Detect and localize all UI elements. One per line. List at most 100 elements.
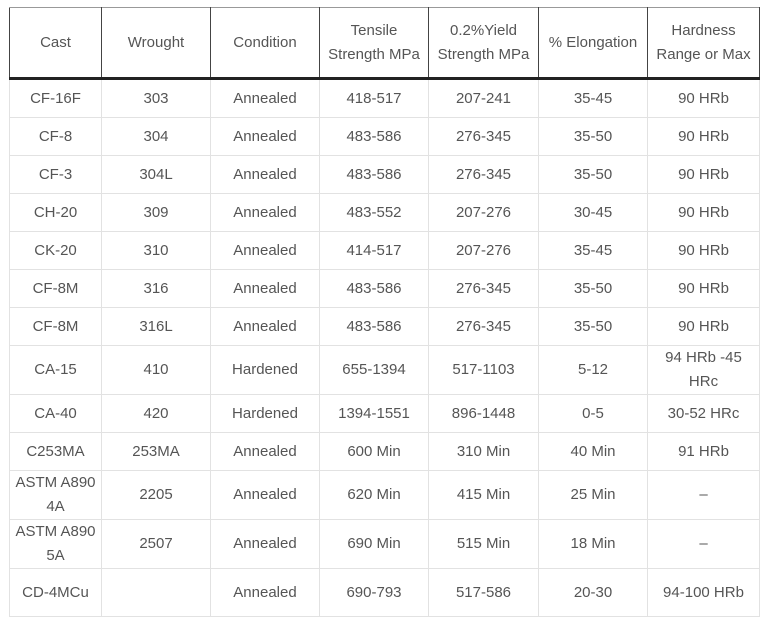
cell-yield-strength: 276-345 xyxy=(428,155,539,194)
cell-condition: Annealed xyxy=(210,432,320,471)
cell-hardness: 90 HRb xyxy=(647,155,760,194)
cell-hardness: 30-52 HRc xyxy=(647,394,760,433)
table-row: CF-3 304L Annealed 483-586 276-345 35-50 90 HR… xyxy=(9,155,760,194)
table-row: CF-16F 303 Annealed 418-517 207-241 35-45 90 H… xyxy=(9,78,760,118)
table-row: CH-20 309 Annealed 483-552 207-276 30-45 90 HR… xyxy=(9,193,760,232)
cell-condition: Annealed xyxy=(210,470,320,520)
table-header: Cast Wrought Condition Tensile Strength MPa… xyxy=(9,7,760,80)
cell-cast: CF-8M xyxy=(9,307,102,346)
cell-condition: Hardened xyxy=(210,394,320,433)
cell-tensile-strength: 690-793 xyxy=(319,568,429,617)
cell-condition: Annealed xyxy=(210,78,320,118)
cell-tensile-strength: 418-517 xyxy=(319,78,429,118)
cell-wrought: 410 xyxy=(101,345,211,395)
table-body: CF-16F 303 Annealed 418-517 207-241 35-45 90 H… xyxy=(9,78,760,617)
column-header-elongation: % Elongation xyxy=(538,7,648,80)
cell-condition: Annealed xyxy=(210,231,320,270)
cell-wrought: 316 xyxy=(101,269,211,308)
table-row: CF-8M 316L Annealed 483-586 276-345 35-50 90 H… xyxy=(9,307,760,346)
cell-hardness: 90 HRb xyxy=(647,117,760,156)
cell-elongation: 35-45 xyxy=(538,231,648,270)
column-header-cast: Cast xyxy=(9,7,102,80)
cell-wrought: 2507 xyxy=(101,519,211,569)
cell-hardness: 94 HRb -45 HRc xyxy=(647,345,760,395)
cell-tensile-strength: 690 Min xyxy=(319,519,429,569)
cell-tensile-strength: 483-586 xyxy=(319,269,429,308)
table-row: CK-20 310 Annealed 414-517 207-276 35-45 90 HR… xyxy=(9,231,760,270)
cell-elongation: 0-5 xyxy=(538,394,648,433)
cell-condition: Annealed xyxy=(210,519,320,569)
column-header-hardness: Hardness Range or Max xyxy=(647,7,760,80)
cell-tensile-strength: 600 Min xyxy=(319,432,429,471)
cell-yield-strength: 517-1103 xyxy=(428,345,539,395)
cell-tensile-strength: 483-586 xyxy=(319,155,429,194)
cell-yield-strength: 276-345 xyxy=(428,307,539,346)
table-row: ASTM A890 5A 2507 Annealed 690 Min 515 Min 18… xyxy=(9,519,760,569)
table-row: ASTM A890 4A 2205 Annealed 620 Min 415 Min 25… xyxy=(9,470,760,520)
cell-tensile-strength: 483-586 xyxy=(319,307,429,346)
cell-cast: CF-8M xyxy=(9,269,102,308)
column-header-condition: Condition xyxy=(210,7,320,80)
cell-elongation: 35-45 xyxy=(538,78,648,118)
alloy-properties-table: Cast Wrought Condition Tensile Strength MPa… xyxy=(9,7,760,617)
cell-cast: CF-3 xyxy=(9,155,102,194)
cell-hardness: 90 HRb xyxy=(647,269,760,308)
cell-elongation: 35-50 xyxy=(538,307,648,346)
cell-cast: CH-20 xyxy=(9,193,102,232)
cell-cast: ASTM A890 4A xyxy=(9,470,102,520)
cell-wrought: 309 xyxy=(101,193,211,232)
cell-cast: CK-20 xyxy=(9,231,102,270)
cell-yield-strength: 207-241 xyxy=(428,78,539,118)
column-header-wrought: Wrought xyxy=(101,7,211,80)
cell-yield-strength: 415 Min xyxy=(428,470,539,520)
cell-tensile-strength: 414-517 xyxy=(319,231,429,270)
cell-elongation: 18 Min xyxy=(538,519,648,569)
cell-hardness: 94-100 HRb xyxy=(647,568,760,617)
cell-cast: CA-15 xyxy=(9,345,102,395)
cell-condition: Hardened xyxy=(210,345,320,395)
cell-yield-strength: 517-586 xyxy=(428,568,539,617)
cell-yield-strength: 276-345 xyxy=(428,117,539,156)
cell-tensile-strength: 1394-1551 xyxy=(319,394,429,433)
cell-wrought: 310 xyxy=(101,231,211,270)
cell-hardness: 90 HRb xyxy=(647,78,760,118)
cell-wrought: 316L xyxy=(101,307,211,346)
cell-condition: Annealed xyxy=(210,155,320,194)
cell-cast: C253MA xyxy=(9,432,102,471)
cell-elongation: 20-30 xyxy=(538,568,648,617)
cell-yield-strength: 515 Min xyxy=(428,519,539,569)
cell-tensile-strength: 483-586 xyxy=(319,117,429,156)
cell-hardness: 90 HRb xyxy=(647,193,760,232)
cell-cast: CA-40 xyxy=(9,394,102,433)
cell-elongation: 25 Min xyxy=(538,470,648,520)
table-row: CF-8M 316 Annealed 483-586 276-345 35-50 90 HR… xyxy=(9,269,760,308)
table-row: CA-40 420 Hardened 1394-1551 896-1448 0-5 30-5… xyxy=(9,394,760,433)
cell-wrought xyxy=(101,568,211,617)
cell-yield-strength: 207-276 xyxy=(428,193,539,232)
table-row: CA-15 410 Hardened 655-1394 517-1103 5-12 94 H… xyxy=(9,345,760,395)
cell-wrought: 2205 xyxy=(101,470,211,520)
cell-cast: ASTM A890 5A xyxy=(9,519,102,569)
column-header-yield-strength: 0.2%Yield Strength MPa xyxy=(428,7,539,80)
cell-hardness: 91 HRb xyxy=(647,432,760,471)
table-row: C253MA 253MA Annealed 600 Min 310 Min 40 Min 9… xyxy=(9,432,760,471)
cell-condition: Annealed xyxy=(210,117,320,156)
cell-tensile-strength: 620 Min xyxy=(319,470,429,520)
cell-yield-strength: 310 Min xyxy=(428,432,539,471)
column-header-tensile-strength: Tensile Strength MPa xyxy=(319,7,429,80)
cell-wrought: 304 xyxy=(101,117,211,156)
cell-elongation: 30-45 xyxy=(538,193,648,232)
cell-elongation: 35-50 xyxy=(538,117,648,156)
cell-cast: CF-8 xyxy=(9,117,102,156)
cell-yield-strength: 207-276 xyxy=(428,231,539,270)
cell-hardness: – xyxy=(647,470,760,520)
cell-yield-strength: 896-1448 xyxy=(428,394,539,433)
cell-cast: CF-16F xyxy=(9,78,102,118)
cell-elongation: 35-50 xyxy=(538,155,648,194)
cell-wrought: 304L xyxy=(101,155,211,194)
cell-wrought: 253MA xyxy=(101,432,211,471)
cell-yield-strength: 276-345 xyxy=(428,269,539,308)
cell-hardness: – xyxy=(647,519,760,569)
cell-condition: Annealed xyxy=(210,307,320,346)
cell-tensile-strength: 655-1394 xyxy=(319,345,429,395)
